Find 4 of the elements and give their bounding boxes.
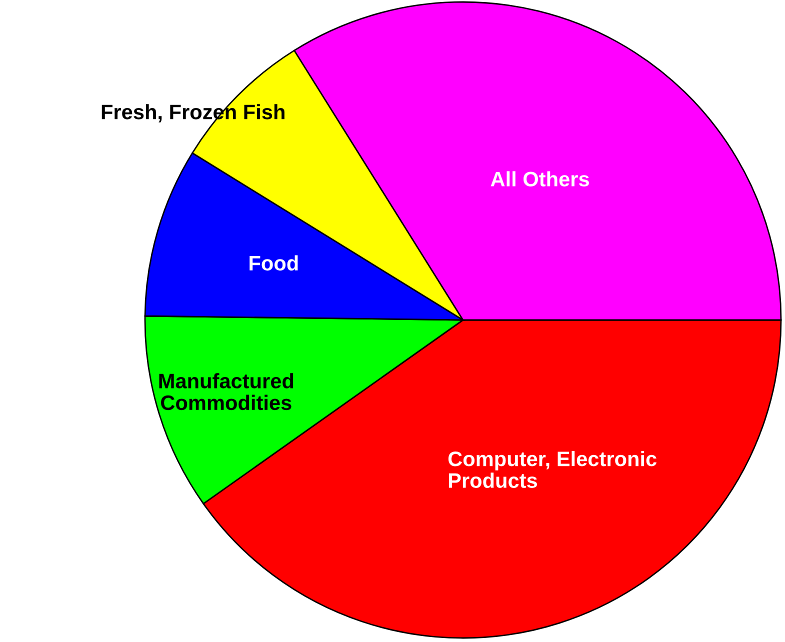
slice-label: Manufactured Commodities [159,373,294,410]
slice-label: Computer, Electronic Products [448,450,657,488]
slice-label: Food [250,255,298,271]
slice-label: All Others [490,171,589,186]
